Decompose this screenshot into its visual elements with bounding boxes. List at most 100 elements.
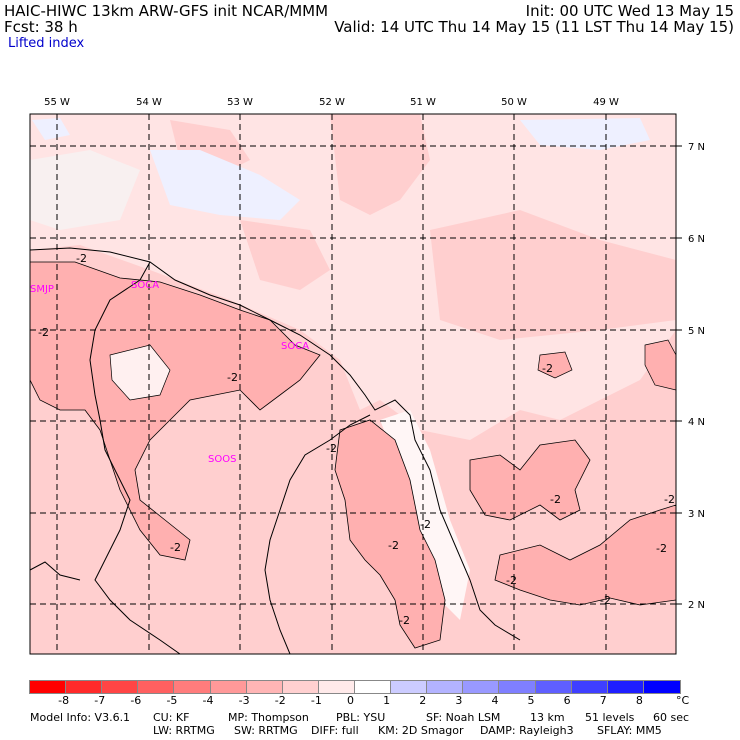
contour-label: -2 xyxy=(420,518,431,531)
lon-label: 53 W xyxy=(227,97,253,108)
colorbar-swatch xyxy=(498,680,538,694)
colorbar-tick-label: 2 xyxy=(419,694,427,707)
map-frame xyxy=(29,113,677,655)
colorbar-swatch xyxy=(101,680,140,694)
lat-label: 2 N xyxy=(688,600,705,611)
footer-mp: MP: Thompson xyxy=(228,711,309,724)
contour-region-7 xyxy=(644,339,676,391)
lifted-index-map: -2 -2 -2 -2 -2 -2 -2 -2 -2 -2 -2 -2 -2 -… xyxy=(29,97,705,655)
field-light-a xyxy=(150,150,300,220)
contour-label: -2 xyxy=(326,442,337,455)
station-label: SOCA xyxy=(281,341,309,352)
colorbar-swatch xyxy=(209,680,249,694)
colorbar-tick-label: -2 xyxy=(274,694,286,707)
colorbar-swatch xyxy=(137,680,176,694)
colorbar-tick-label: -3 xyxy=(238,694,250,707)
footer-pbl: PBL: YSU xyxy=(336,711,386,724)
lon-label: 52 W xyxy=(319,97,345,108)
footer-damp: DAMP: Rayleigh3 xyxy=(480,724,574,737)
colorbar-swatch xyxy=(390,680,429,694)
colorbar-tick-label: 1 xyxy=(383,694,391,707)
colorbar-tick-label: -8 xyxy=(58,694,70,707)
contour-label: -2 xyxy=(506,574,517,587)
contour-region-3 xyxy=(334,419,446,649)
footer-levels: 51 levels xyxy=(585,711,635,724)
footer-diff: DIFF: full xyxy=(311,724,359,737)
footer-lw: LW: RRTMG xyxy=(153,724,215,737)
colorbar-swatch xyxy=(65,680,104,694)
contour-label: -2 xyxy=(664,493,675,506)
colorbar-swatch xyxy=(317,680,357,694)
colorbar-tick-label: -1 xyxy=(310,694,322,707)
colorbar-tick-label: 6 xyxy=(563,694,571,707)
lat-label: 4 N xyxy=(688,417,705,428)
footer-sflay: SFLAY: MM5 xyxy=(597,724,662,737)
footer-cu: CU: KF xyxy=(153,711,190,724)
colorbar-swatch xyxy=(245,680,285,694)
lat-label: 6 N xyxy=(688,234,705,245)
contour-label: -2 xyxy=(227,371,238,384)
station-label: SOCA xyxy=(131,280,159,291)
contour-region-5 xyxy=(494,504,676,606)
colorbar-swatch xyxy=(29,680,68,694)
border-west xyxy=(89,261,181,654)
colorbar-swatch xyxy=(354,680,393,694)
contour-label: -2 xyxy=(542,362,553,375)
init-time: Init: 00 UTC Wed 13 May 15 xyxy=(525,2,734,20)
colorbar-tick-label: -5 xyxy=(166,694,178,707)
colorbar-swatch xyxy=(570,680,610,694)
forecast-hour: Fcst: 38 h xyxy=(4,18,78,36)
field-name: Lifted index xyxy=(8,36,85,51)
colorbar-tick-label: 8 xyxy=(635,694,643,707)
contour-region-1 xyxy=(30,261,321,561)
lon-label: 55 W xyxy=(44,97,70,108)
valid-time: Valid: 14 UTC Thu 14 May 15 (11 LST Thu … xyxy=(334,18,734,36)
border-east xyxy=(264,414,371,654)
field-shade-b xyxy=(330,114,430,215)
contour-label: -2 xyxy=(656,542,667,555)
field-light-b xyxy=(32,118,70,140)
contour-label: -2 xyxy=(600,594,611,607)
footer-resolution: 13 km xyxy=(530,711,565,724)
colorbar-tick-label: -4 xyxy=(202,694,214,707)
lon-label: 49 W xyxy=(593,97,619,108)
coastline xyxy=(30,247,521,641)
contour-label: -2 xyxy=(76,252,87,265)
field-shade-d xyxy=(430,210,676,340)
colorbar-tick-label: 5 xyxy=(527,694,535,707)
colorbar-tick-label: 3 xyxy=(455,694,463,707)
lon-label: 51 W xyxy=(410,97,436,108)
colorbar-tick-label: 4 xyxy=(491,694,499,707)
lon-label: 54 W xyxy=(136,97,162,108)
contour-region-6 xyxy=(537,351,573,379)
footer-km: KM: 2D Smagor xyxy=(378,724,464,737)
contour-region-4 xyxy=(469,439,591,521)
contour-region-2 xyxy=(109,344,171,401)
field-light-c xyxy=(520,118,650,150)
colorbar-tick-label: -7 xyxy=(94,694,106,707)
lat-label: 5 N xyxy=(688,326,705,337)
contour-label: -2 xyxy=(170,541,181,554)
colorbar-unit: °C xyxy=(676,694,690,707)
footer-sf: SF: Noah LSM xyxy=(426,711,501,724)
colorbar-tick-label: -6 xyxy=(130,694,142,707)
colorbar-swatch xyxy=(426,680,465,694)
colorbar-swatch xyxy=(534,680,574,694)
colorbar-swatch xyxy=(642,680,682,694)
colorbar-swatch xyxy=(606,680,646,694)
contour-label: -2 xyxy=(550,493,561,506)
lat-label: 7 N xyxy=(688,142,705,153)
plot-title: HAIC-HIWC 13km ARW-GFS init NCAR/MMM xyxy=(4,2,329,20)
footer-model-info: Model Info: V3.6.1 xyxy=(30,711,131,724)
colorbar-swatch xyxy=(173,680,213,694)
contour-label: -2 xyxy=(399,614,410,627)
border-south xyxy=(30,561,81,581)
colorbar-swatch xyxy=(462,680,501,694)
grid-lines xyxy=(30,114,676,654)
footer-sw: SW: RRTMG xyxy=(234,724,298,737)
colorbar-tick-label: 0 xyxy=(347,694,354,707)
lon-label: 50 W xyxy=(501,97,527,108)
station-label: SMJP xyxy=(30,284,54,295)
station-label: SOOS xyxy=(208,454,236,465)
footer-timestep: 60 sec xyxy=(653,711,690,724)
